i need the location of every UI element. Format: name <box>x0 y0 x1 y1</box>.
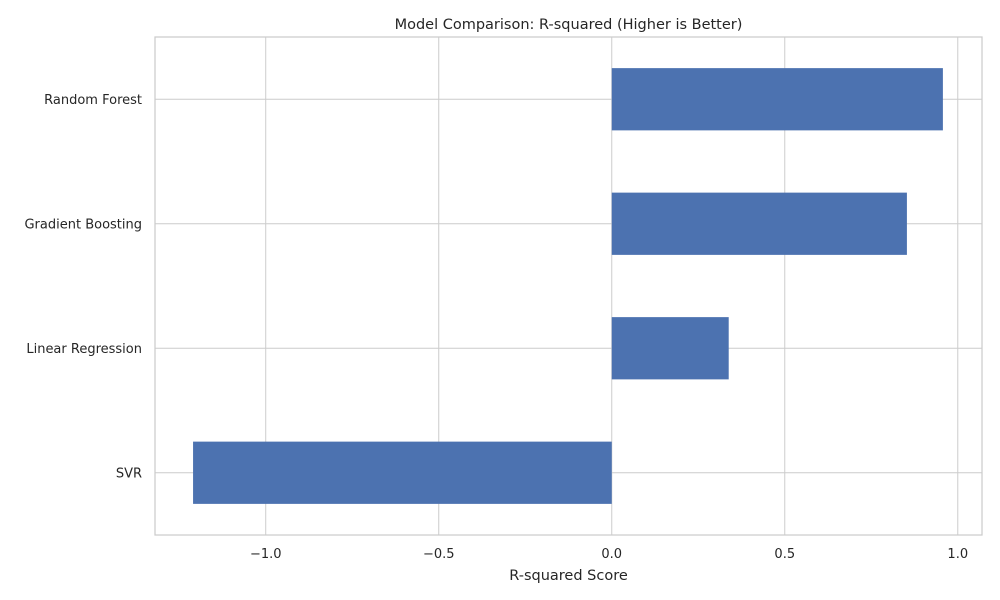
bar <box>611 317 729 380</box>
y-tick-labels: Random Forest Gradient Boosting Linear Reg… <box>24 93 142 482</box>
plot-frame <box>154 36 983 536</box>
x-tick-label: 0.5 <box>774 547 795 562</box>
bar <box>611 192 907 255</box>
bar <box>611 68 943 131</box>
bar <box>193 441 612 504</box>
x-tick-labels: −1.0 −0.5 0.0 0.5 1.0 <box>250 547 968 562</box>
y-tick-label: SVR <box>116 466 142 481</box>
bars <box>193 68 943 504</box>
chart-title: Model Comparison: R-squared (Higher is B… <box>395 17 743 33</box>
x-tick-label: −1.0 <box>250 547 282 562</box>
y-tick-label: Gradient Boosting <box>24 217 142 232</box>
x-tick-label: −0.5 <box>423 547 455 562</box>
x-tick-label: 1.0 <box>947 547 968 562</box>
x-tick-label: 0.0 <box>601 547 622 562</box>
y-tick-label: Random Forest <box>44 93 142 108</box>
y-tick-label: Linear Regression <box>26 342 142 357</box>
x-axis-label: R-squared Score <box>509 568 628 584</box>
